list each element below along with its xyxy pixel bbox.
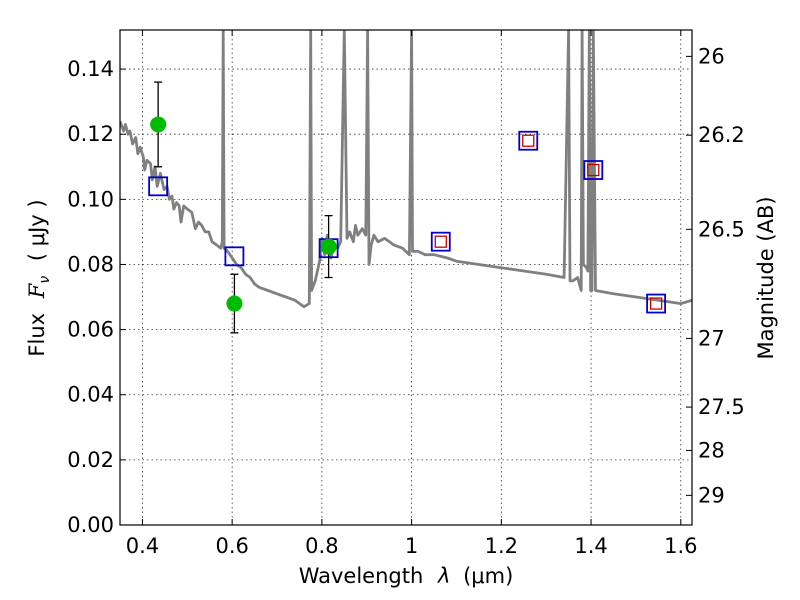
y-tick-label: 0.02 (67, 448, 114, 472)
observed-point (226, 295, 243, 312)
observed-limit-marker (649, 297, 663, 310)
y2-tick-label: 26 (698, 44, 725, 68)
y2-tick-label: 27.5 (698, 395, 745, 419)
observed-limit-marker (434, 235, 447, 248)
x-tick-label: 0.8 (305, 534, 338, 558)
y-tick-label: 0.00 (67, 513, 114, 537)
y-axis-label: Flux Fν ( μJy ) (25, 199, 54, 356)
y2-tick-label: 26.5 (698, 217, 745, 241)
x-tick-label: 1.4 (574, 534, 607, 558)
x-tick-label: 0.6 (215, 534, 248, 558)
x-axis-label-unit: (μm) (463, 564, 513, 588)
x-axis-label: Wavelength λ (μm) (299, 564, 514, 588)
y-tick-label: 0.14 (67, 57, 114, 81)
observed-point (150, 116, 167, 133)
x-axis-label-prefix: Wavelength (299, 564, 424, 588)
plot-frame (119, 29, 693, 526)
x-tick-label: 1.6 (664, 534, 697, 558)
y-axis-label-sub: ν (37, 276, 53, 284)
series-layer (120, 30, 692, 334)
y2-axis-label: Magnitude (AB) (754, 196, 778, 359)
y-axis-label-prefix: Flux (25, 313, 49, 357)
x-tick-label: 1 (405, 534, 418, 558)
model-photometry-marker (430, 231, 451, 252)
x-tick-label: 1.2 (485, 534, 518, 558)
y2-tick-label: 28 (698, 438, 725, 462)
observed-limit-marker (522, 134, 535, 147)
model-photometry-marker (148, 176, 169, 197)
y-tick-label: 0.10 (67, 187, 114, 211)
grid (120, 30, 692, 526)
model-photometry-marker (583, 160, 604, 180)
y-axis-label-unit: ( μJy ) (25, 199, 49, 261)
sed-model-line (120, 30, 692, 309)
tick-layer: 0.4 0.6 0.8 1 1.2 1.4 1.6 0.00 0.02 0.04 0.06 0.08 0… (67, 30, 745, 558)
observed-limit-marker (587, 163, 600, 177)
x-tick-label: 0.4 (126, 534, 159, 558)
y2-tick-label: 27 (698, 326, 725, 350)
y2-tick-label: 29 (698, 483, 725, 507)
model-photometry-marker (224, 246, 245, 267)
x-axis-label-lambda: λ (437, 564, 450, 588)
observed-point (320, 238, 337, 255)
y-axis-label-symbol: F (25, 282, 49, 299)
model-photometry-marker (518, 130, 539, 151)
model-photometry-marker (646, 293, 667, 314)
y-tick-label: 0.12 (67, 122, 114, 146)
y-tick-label: 0.08 (67, 252, 114, 276)
y-tick-label: 0.06 (67, 318, 114, 342)
y2-tick-label: 26.2 (698, 123, 745, 147)
y-tick-label: 0.04 (67, 383, 114, 407)
